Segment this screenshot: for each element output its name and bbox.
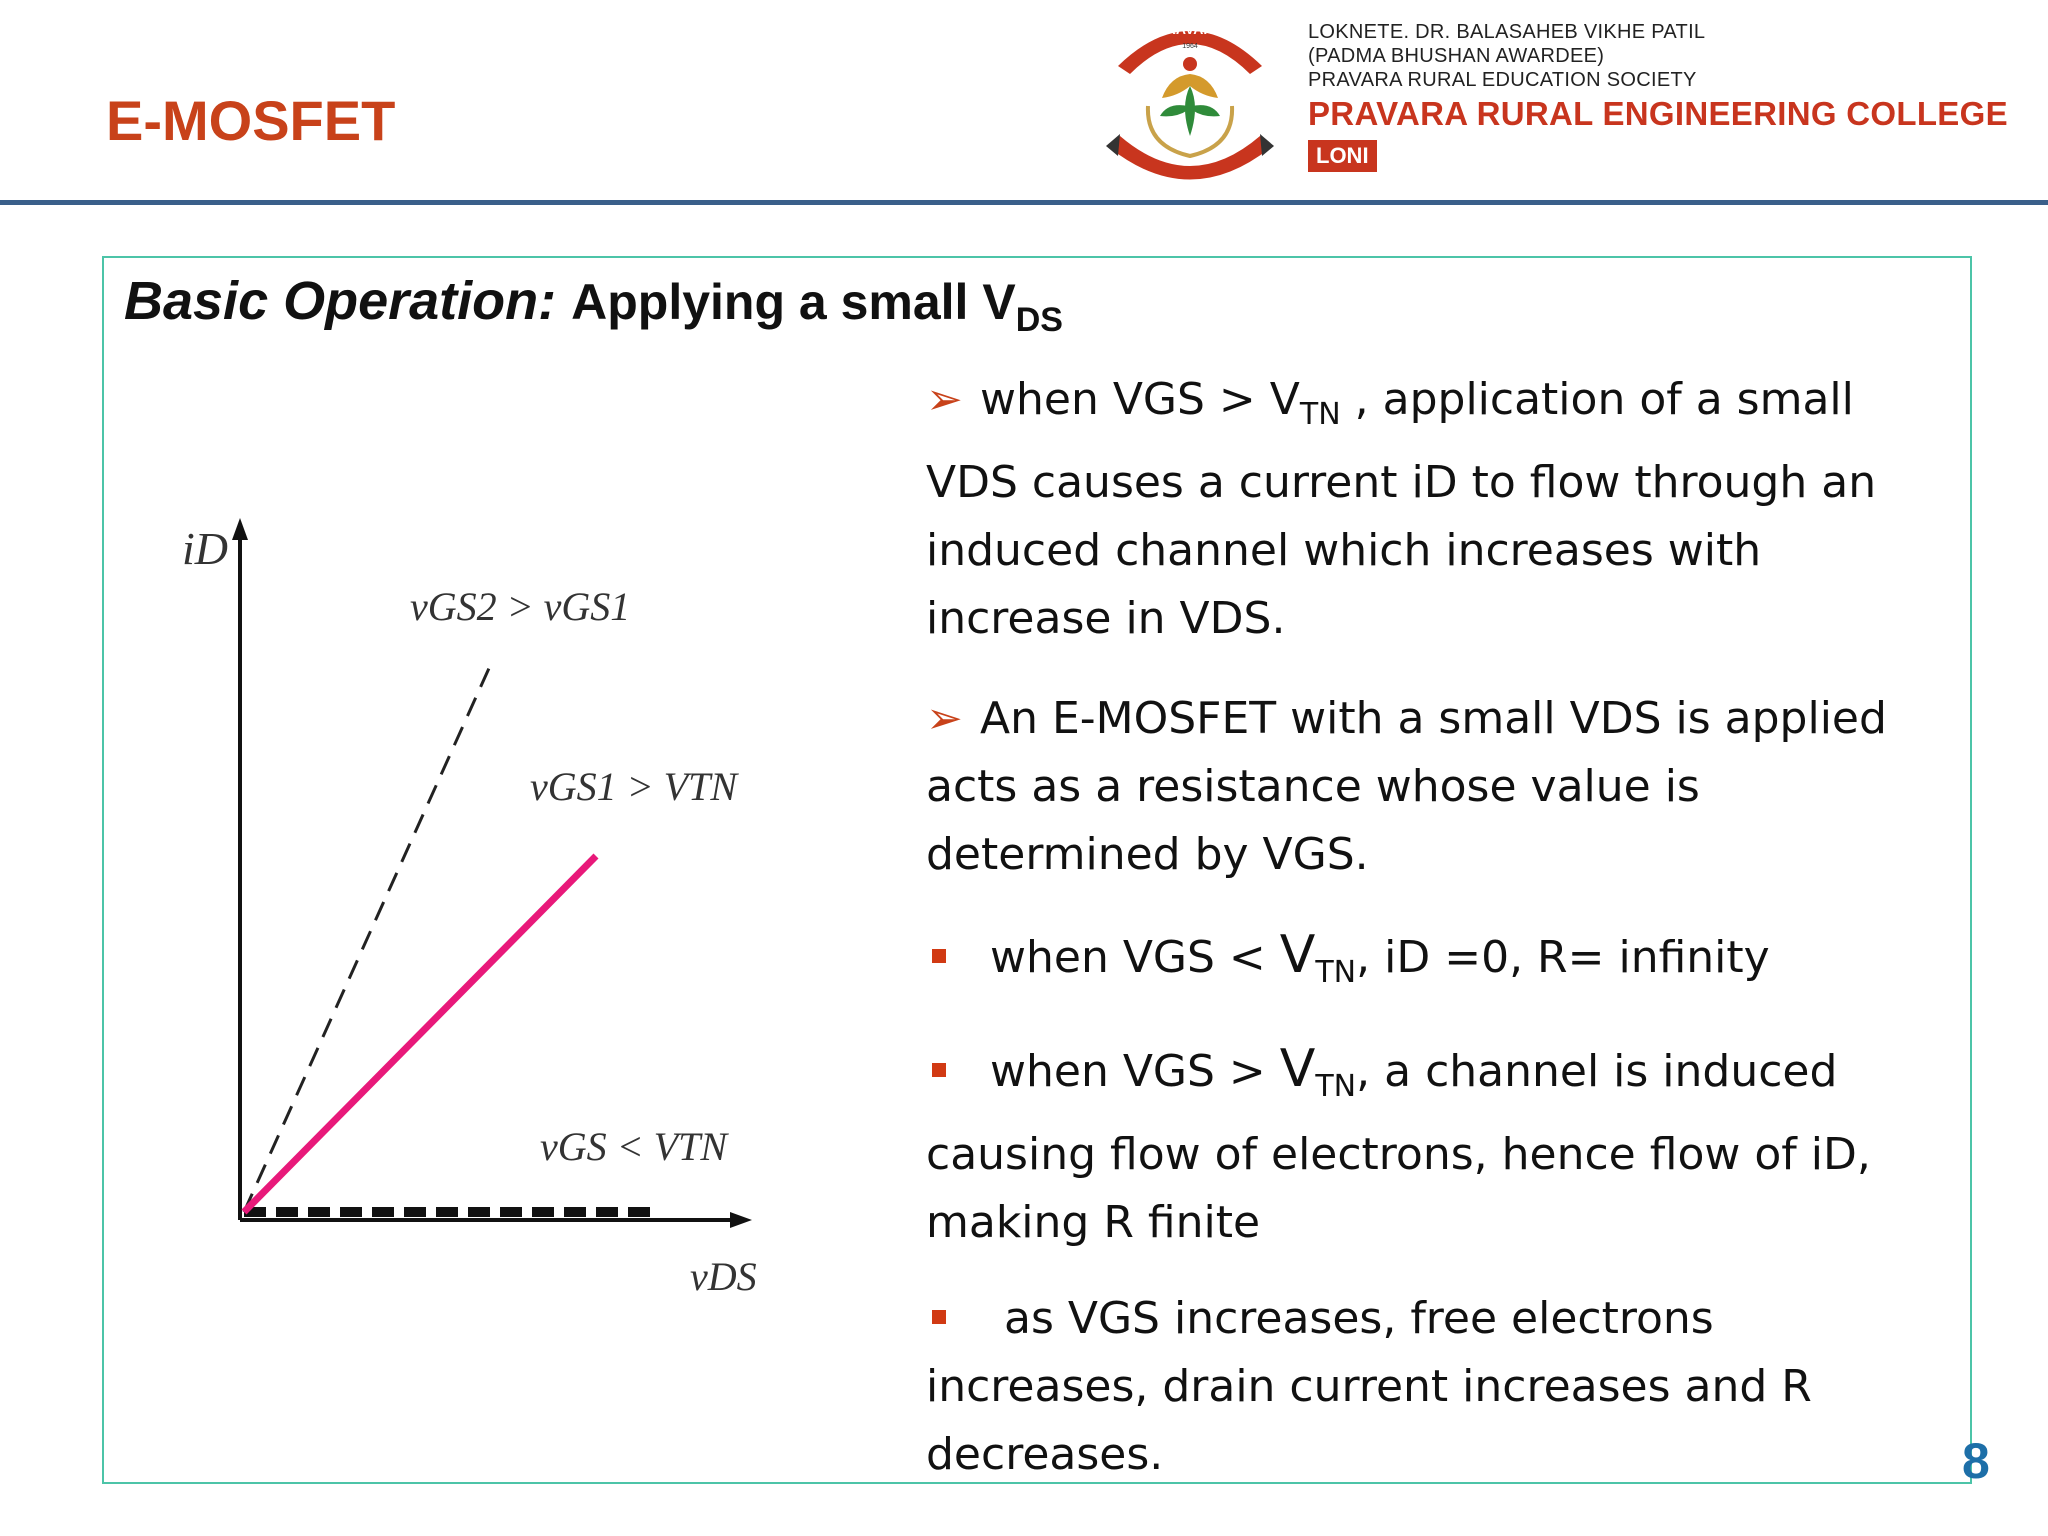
college-logo-icon: PRAVARA 1964: [1106, 21, 1274, 180]
content-box: [102, 256, 1972, 1484]
slide-title: E-MOSFET: [106, 89, 396, 152]
bullet-2: ➢ An E-MOSFET with a small VDS is applied…: [926, 685, 1946, 889]
bullet-5: as VGS increases, free electrons increas…: [926, 1293, 1812, 1480]
section-heading: Basic Operation: Applying a small VDS: [124, 270, 1063, 340]
bullet-4: when VGS > VTN, a channel is induced cau…: [926, 1039, 1871, 1248]
college-line-2: (PADMA BHUSHAN AWARDEE): [1308, 45, 1605, 67]
label-vgs1: vGS1 > VTN: [530, 764, 739, 809]
bullet-3: when VGS < VTN, iD =0, R= infinity: [926, 921, 1946, 1007]
curve-vgs1: [241, 853, 599, 1215]
page-number: 8: [1962, 1433, 1990, 1489]
square-bullet-icon: [932, 1063, 946, 1077]
bullet-1: ➢ when VGS > VTN , application of a small…: [926, 366, 1946, 653]
college-line-1: LOKNETE. DR. BALASAHEB VIKHE PATIL: [1308, 21, 1706, 43]
header-divider: [0, 200, 2048, 205]
label-vgs2: vGS2 > vGS1: [410, 584, 630, 629]
college-header: LOKNETE. DR. BALASAHEB VIKHE PATIL (PADM…: [1308, 20, 2008, 172]
arrow-bullet-icon: ➢: [926, 693, 963, 744]
x-axis-label: vDS: [690, 1254, 757, 1299]
curve-vgs2: [242, 665, 492, 1213]
square-bullet-icon: [932, 1310, 946, 1324]
logo-year: 1964: [1182, 43, 1198, 50]
heading-italic: Basic Operation:: [124, 271, 557, 331]
y-axis-label: iD: [182, 523, 228, 574]
id-vds-graph: iD vGS2 > vGS1 vGS1 > VTN vGS < VTN vDS: [182, 518, 757, 1299]
college-line-3: PRAVARA RURAL EDUCATION SOCIETY: [1308, 69, 1697, 91]
square-bullet-icon: [932, 949, 946, 963]
y-axis-arrow-icon: [232, 518, 248, 540]
explanation-text: ➢ when VGS > VTN , application of a small…: [926, 366, 1946, 1521]
college-location-badge: LONI: [1308, 140, 1377, 172]
heading-plain: Applying a small V: [571, 274, 1016, 330]
logo-arc-text: PRAVARA: [1156, 21, 1223, 37]
college-name: PRAVARA RURAL ENGINEERING COLLEGE: [1308, 95, 2008, 132]
label-vgs-below: vGS < VTN: [540, 1124, 729, 1169]
heading-subscript: DS: [1015, 300, 1063, 339]
x-axis-arrow-icon: [730, 1212, 752, 1228]
arrow-bullet-icon: ➢: [926, 374, 963, 425]
